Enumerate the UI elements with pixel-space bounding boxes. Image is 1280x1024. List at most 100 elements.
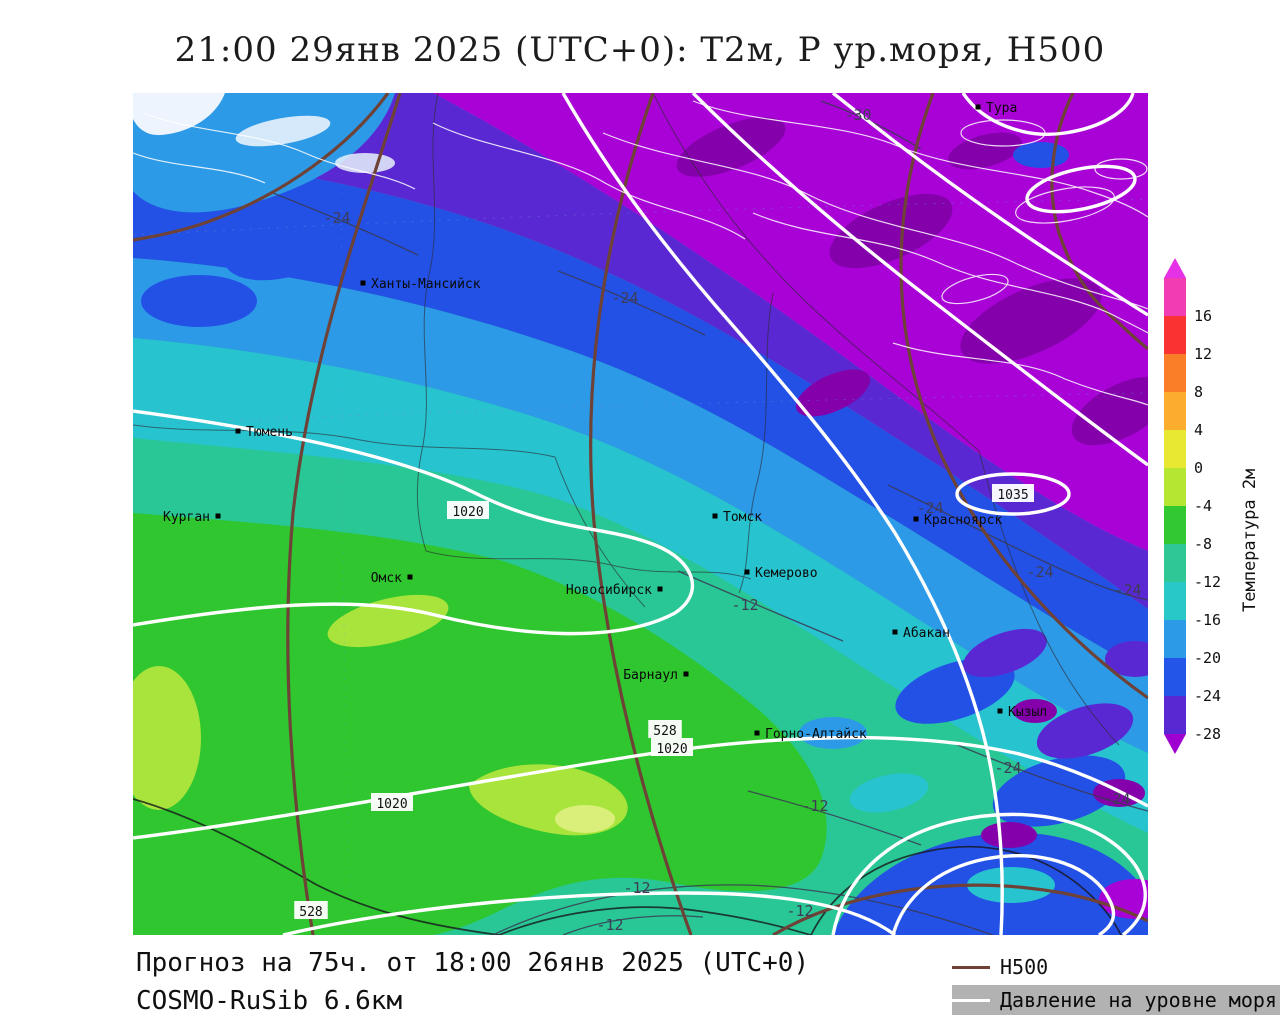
contour-label-box: [648, 720, 682, 738]
pressure-height-label: 1020: [452, 505, 483, 520]
pressure-contours: [133, 93, 1148, 935]
graticule-lines: [133, 93, 1148, 935]
colorbar-tick: -8: [1194, 535, 1213, 553]
colorbar-tick: -12: [1194, 573, 1222, 591]
colorbar-tick: -16: [1194, 611, 1222, 629]
colorbar-segment: -28: [1164, 696, 1221, 743]
city-marker: [892, 629, 898, 635]
city-label: Курган: [163, 510, 210, 525]
temperature-label: -12: [596, 916, 623, 934]
pressure-height-label: 528: [653, 724, 676, 739]
isotherm-contours: [272, 100, 1148, 935]
temperature-label: -12: [731, 596, 758, 614]
colorbar-segment: -8: [1164, 506, 1212, 553]
city-marker: [360, 280, 366, 286]
city-label: Абакан: [903, 626, 950, 641]
city-label: Горно-Алтайск: [765, 727, 867, 742]
colorbar-segment: 12: [1164, 316, 1212, 363]
contour-value-labels: -30 -24 -24 1035 -24 1020 -24 -24 -12 528 1020 -24 -…: [294, 106, 1142, 934]
city-marker: [235, 428, 241, 434]
contour-label-box: [371, 793, 413, 811]
city-marker: [407, 574, 413, 580]
colorbar-segment: -4: [1164, 468, 1212, 515]
temperature-label: -24: [323, 209, 350, 227]
city-label: Красноярск: [924, 513, 1002, 528]
pressure-height-label: 1035: [997, 488, 1028, 503]
city-marker: [913, 516, 919, 522]
colorbar-tick: -4: [1194, 497, 1213, 515]
temperature-label: -24: [1103, 790, 1130, 808]
pressure-height-label: 1020: [656, 742, 687, 757]
temperature-label: -24: [611, 289, 638, 307]
colorbar-segment: 8: [1164, 354, 1203, 401]
h500-line-sample: [952, 965, 990, 969]
contour-label-box: [447, 501, 489, 519]
city-marker: [683, 671, 689, 677]
city-marker: [215, 513, 221, 519]
temperature-label: -24: [1114, 581, 1141, 599]
fine-contours: [133, 100, 1148, 406]
colorbar-tick: -28: [1194, 725, 1222, 743]
temperature-label: -24: [994, 759, 1021, 777]
city-label: Кемерово: [755, 566, 818, 581]
colorbar-segments: 16 12 8 4 0 -4 -8 -12 -16 -20 -24 -28: [1164, 278, 1264, 743]
pressure-label: Давление на уровне моря: [1000, 988, 1277, 1012]
legend-pressure: Давление на уровне моря: [952, 985, 1280, 1015]
model-info: COSMO-RuSib 6.6км: [136, 986, 403, 1016]
city-markers: Тура Ханты-Мансийск Тюмень Курган Омск Томск К…: [163, 101, 1047, 742]
pressure-line-sample: [952, 998, 990, 1002]
city-label: Томск: [723, 510, 762, 525]
city-marker: [657, 586, 663, 592]
colorbar-segment: 0: [1164, 430, 1203, 477]
h500-label: H500: [1000, 955, 1049, 979]
legend-h500: H500: [952, 953, 1280, 981]
city-marker: [997, 708, 1003, 714]
temperature-field: [133, 93, 1148, 935]
forecast-info: Прогноз на 75ч. от 18:00 26янв 2025 (UTC…: [136, 948, 810, 978]
city-marker: [712, 513, 718, 519]
city-label: Ханты-Мансийск: [371, 277, 481, 292]
temperature-label: -12: [623, 879, 650, 897]
colorbar-tick: 8: [1194, 383, 1204, 401]
city-marker: [754, 730, 760, 736]
colorbar-tick: -20: [1194, 649, 1222, 667]
colorbar-tick: 16: [1194, 307, 1213, 325]
contour-label-box: [651, 738, 693, 756]
colorbar-segment: -24: [1164, 658, 1221, 705]
colorbar-segment: -20: [1164, 620, 1221, 667]
city-label: Тюмень: [246, 425, 293, 440]
forecast-map: Тура Ханты-Мансийск Тюмень Курган Омск Томск К…: [133, 93, 1148, 935]
temperature-colorbar: 16 12 8 4 0 -4 -8 -12 -16 -20 -24 -28: [1164, 258, 1264, 754]
map-canvas: Тура Ханты-Мансийск Тюмень Курган Омск Томск К…: [133, 93, 1148, 935]
colorbar-segment: -16: [1164, 582, 1221, 629]
contour-label-box: [992, 484, 1034, 502]
temperature-label: -12: [801, 797, 828, 815]
temperature-label: -30: [844, 106, 871, 124]
city-label: Тура: [986, 101, 1017, 116]
contour-label-box: [294, 901, 328, 919]
page-title: 21:00 29янв 2025 (UTC+0): Т2м, P ур.моря…: [174, 30, 1106, 70]
city-label: Кызыл: [1008, 705, 1047, 720]
colorbar-tick: 0: [1194, 459, 1204, 477]
pressure-height-label: 1020: [376, 797, 407, 812]
colorbar-tick: -24: [1194, 687, 1222, 705]
city-marker: [975, 104, 981, 110]
temperature-label: -24: [916, 499, 943, 517]
mountain-temperature-patches: [799, 628, 1148, 935]
colorbar-tick: 4: [1194, 421, 1204, 439]
pressure-height-label: 528: [299, 905, 322, 920]
city-label: Омск: [371, 571, 402, 586]
city-label: Новосибирск: [566, 583, 652, 598]
colorbar-segment: 16: [1164, 278, 1212, 325]
city-marker: [744, 569, 750, 575]
colorbar-segment: -12: [1164, 544, 1221, 591]
colorbar-cap-top: [1164, 258, 1186, 278]
colorbar-tick: 12: [1194, 345, 1213, 363]
colorbar-title: Температура 2м: [1240, 468, 1260, 612]
city-label: Барнаул: [623, 668, 678, 683]
temperature-label: -12: [786, 902, 813, 920]
temperature-label: -24: [1026, 563, 1053, 581]
colorbar-cap-bottom: [1164, 734, 1186, 754]
colorbar-segment: 4: [1164, 392, 1203, 439]
